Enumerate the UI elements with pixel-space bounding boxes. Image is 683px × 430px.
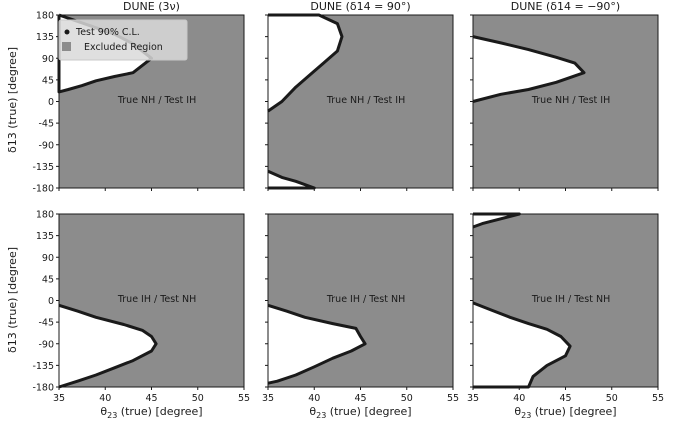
y-tick-label: 90 [42,253,54,264]
panel-p01: True NH / Test IH DUNE (δ14 = 90°) [265,0,454,191]
panel-title: DUNE (δ14 = 90°) [310,0,410,13]
y-tick-label: 45 [42,274,54,285]
x-axis-label: θ23 (true) [degree] [514,405,616,420]
legend-contour-marker [64,29,70,35]
legend: Test 90% C.L. Excluded Region [58,19,188,61]
y-tick-label: 180 [36,210,54,221]
y-tick-label: 90 [42,54,54,65]
x-tick-label: 55 [447,393,459,404]
x-tick-label: 55 [652,393,664,404]
contour-90cl-1 [267,303,367,385]
panel-annotation: True IH / Test NH [326,294,405,305]
x-tick-label: 45 [145,393,157,404]
panels: True NH / Test IH DUNE (3ν) 180 135 90 45 0 -45… [32,0,664,420]
ylabel-bottom: δ13 (true) [degree] [6,247,19,353]
y-tick-label: 135 [36,231,54,242]
legend-box [58,19,188,61]
x-tick-label: 50 [401,393,413,404]
contour-90cl-1 [472,35,586,103]
allowed-region-1 [473,214,520,227]
allowed-region-1 [473,36,584,102]
panel-annotation: True IH / Test NH [531,294,610,305]
legend-region-swatch [62,42,71,51]
x-tick-label: 40 [513,393,525,404]
x-axis-label: θ23 (true) [degree] [100,405,202,420]
x-tick-label: 50 [606,393,618,404]
panel-p10: True IH / Test NH 35 40 45 50 55 180 135 90 45 0 -4… [32,210,250,421]
legend-region-label: Excluded Region [84,42,163,53]
allowed-region-1 [59,305,157,387]
panel-title: DUNE (δ14 = −90°) [511,0,620,13]
y-tick-label: 45 [42,75,54,86]
panel-p02: True NH / Test IH DUNE (δ14 = −90°) [470,0,659,191]
y-tick-label: -45 [38,119,54,130]
panel-annotation: True NH / Test IH [326,95,405,106]
x-tick-label: 40 [99,393,111,404]
contour-90cl-1 [58,303,158,389]
x-tick-label: 55 [238,393,250,404]
allowed-region-1 [268,305,366,384]
y-tick-label: -90 [38,140,54,151]
y-tick-label: 0 [48,97,54,108]
panel-annotation: True IH / Test NH [117,294,196,305]
x-tick-label: 35 [262,393,274,404]
x-tick-label: 35 [467,393,479,404]
panel-title: DUNE (3ν) [123,0,180,13]
panel-annotation: True NH / Test IH [531,95,610,106]
allowed-region-2 [268,171,315,188]
y-tick-label: 0 [48,296,54,307]
x-tick-label: 45 [354,393,366,404]
y-tick-label: 180 [36,11,54,22]
y-tick-label: -90 [38,339,54,350]
contour-90cl-1 [267,13,344,113]
panel-p11: True IH / Test NH 35 40 45 50 55 θ23 (true) [d… [262,213,459,420]
legend-contour-label: Test 90% C.L. [75,27,140,38]
y-tick-label: -135 [32,361,54,372]
x-tick-label: 40 [308,393,320,404]
y-tick-label: 135 [36,32,54,43]
x-tick-label: 45 [559,393,571,404]
x-tick-label: 50 [192,393,204,404]
panel-annotation: True NH / Test IH [117,95,196,106]
allowed-region-1 [268,15,342,112]
panel-p12: True IH / Test NH 35 40 45 50 55 θ23 (true) [d… [467,212,664,420]
y-tick-label: -135 [32,162,54,173]
y-tick-label: -180 [32,383,54,394]
x-tick-label: 35 [53,393,65,404]
x-axis-label: θ23 (true) [degree] [309,405,411,420]
y-tick-label: -45 [38,318,54,329]
contour-90cl-2 [472,301,572,389]
y-tick-label: -180 [32,184,54,195]
ylabel-top: δ13 (true) [degree] [6,47,19,153]
